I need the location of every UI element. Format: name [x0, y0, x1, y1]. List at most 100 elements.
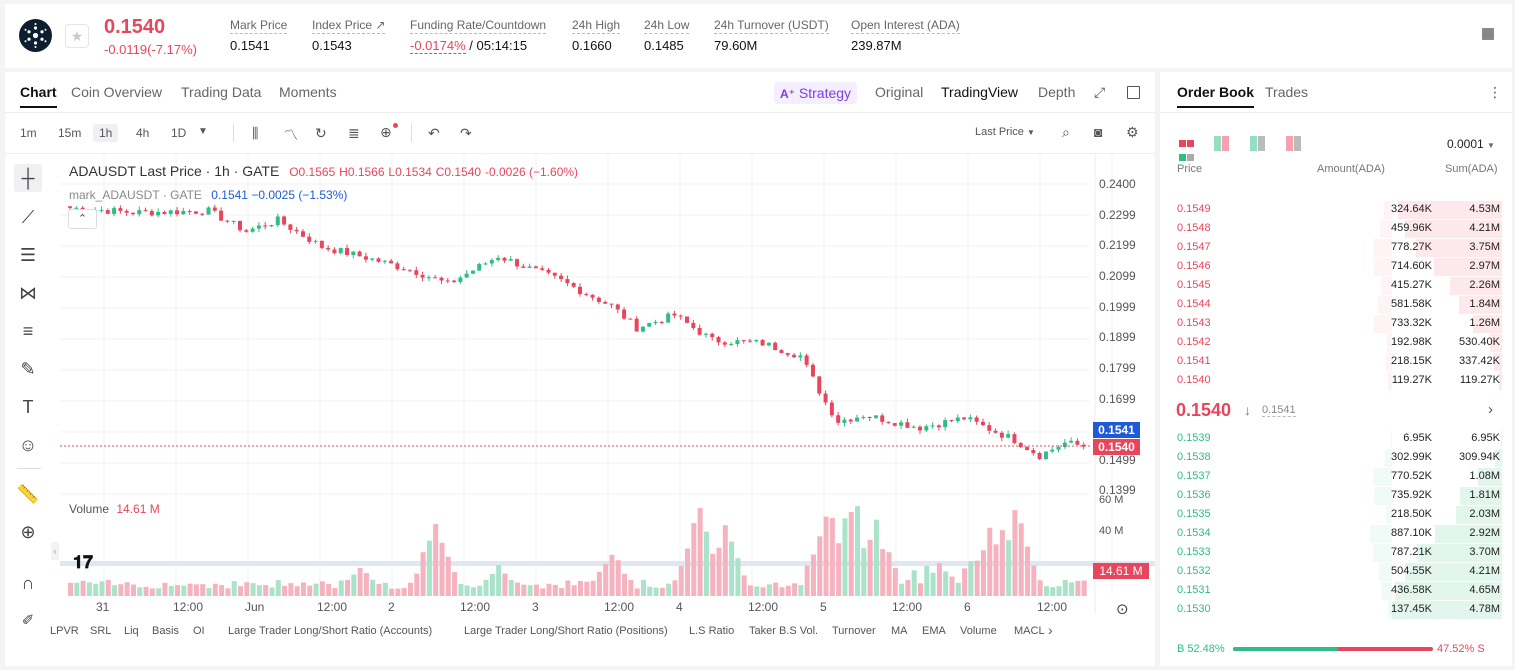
horizontal-lines-icon[interactable]: ☰: [19, 245, 37, 265]
stat-index-price[interactable]: Index Price ↗ 0.1543: [312, 18, 386, 53]
indicator-tab[interactable]: Taker B.S Vol.: [749, 625, 819, 637]
orderbook-row[interactable]: 0.1531 436.58K 4.65M: [1160, 581, 1512, 600]
tab-order-book[interactable]: Order Book: [1177, 84, 1255, 108]
orderbook-row[interactable]: 0.1541 218.15K 337.42K: [1160, 352, 1512, 371]
indicator-tab[interactable]: Turnover: [832, 625, 876, 637]
undo-icon[interactable]: ↶: [428, 125, 440, 141]
orderbook-row[interactable]: 0.1545 415.27K 2.26M: [1160, 276, 1512, 295]
emoji-icon[interactable]: ☺: [18, 435, 38, 455]
view-both-icon[interactable]: [1179, 136, 1194, 164]
favorite-star-icon[interactable]: ★: [65, 24, 89, 48]
more-menu-icon[interactable]: ⋮: [1488, 84, 1502, 100]
orderbook-row[interactable]: 0.1534 887.10K 2.92M: [1160, 524, 1512, 543]
indicator-tab[interactable]: EMA: [922, 625, 946, 637]
volume-bar: [899, 583, 905, 596]
magnet-icon[interactable]: ∩: [21, 573, 35, 593]
indicators-icon[interactable]: 〽: [284, 127, 298, 143]
indicator-tab[interactable]: LPVR: [50, 625, 79, 637]
candle-body: [181, 210, 186, 215]
orderbook-row[interactable]: 0.1535 218.50K 2.03M: [1160, 505, 1512, 524]
indicator-tab[interactable]: Large Trader Long/Short Ratio (Positions…: [464, 625, 668, 637]
camera-icon[interactable]: ◙: [1094, 124, 1103, 140]
trend-line-icon[interactable]: ⟋: [21, 207, 35, 227]
volume-bar: [1075, 580, 1081, 596]
orderbook-row[interactable]: 0.1536 735.92K 1.81M: [1160, 486, 1512, 505]
orderbook-row[interactable]: 0.1533 787.21K 3.70M: [1160, 543, 1512, 562]
settings-gear-icon[interactable]: ⚙: [1126, 124, 1139, 140]
orderbook-row[interactable]: 0.1544 581.58K 1.84M: [1160, 295, 1512, 314]
view-asks-icon[interactable]: [1286, 136, 1301, 154]
tab-trades[interactable]: Trades: [1265, 84, 1309, 100]
tab-original[interactable]: Original: [875, 84, 924, 100]
pattern-icon[interactable]: ⋈: [19, 283, 37, 303]
tab-moments[interactable]: Moments: [279, 84, 337, 100]
amount-bar: [1372, 544, 1392, 562]
price-chart[interactable]: [60, 154, 1155, 614]
scroll-right-icon[interactable]: ›: [1048, 622, 1053, 638]
price-type-select[interactable]: Last Price ▼: [975, 126, 1035, 138]
add-indicator-icon[interactable]: ⊕: [380, 123, 398, 141]
candle-body: [332, 249, 337, 254]
zoom-in-icon[interactable]: ⊕: [20, 522, 36, 542]
timeframe-15m[interactable]: 15m: [58, 126, 82, 140]
timeframe-1h[interactable]: 1h: [93, 124, 119, 142]
fib-icon[interactable]: ≡: [22, 321, 34, 341]
volume-bar: [691, 523, 697, 596]
candle-type-icon[interactable]: ⫼: [252, 125, 259, 141]
candle-body: [766, 342, 771, 346]
orderbook-row[interactable]: 0.1543 733.32K 1.26M: [1160, 314, 1512, 333]
view-bids-icon[interactable]: [1250, 136, 1265, 154]
orderbook-row[interactable]: 0.1548 459.96K 4.21M: [1160, 219, 1512, 238]
volume-bar: [93, 583, 99, 596]
chevron-right-icon[interactable]: ›: [1488, 401, 1493, 418]
timeframe-4h[interactable]: 4h: [136, 126, 150, 140]
tab-chart[interactable]: Chart: [20, 84, 57, 108]
tab-tradingview[interactable]: TradingView: [941, 84, 1019, 100]
orderbook-row[interactable]: 0.1547 778.27K 3.75M: [1160, 238, 1512, 257]
orderbook-row[interactable]: 0.1539 6.95K 6.95K: [1160, 429, 1512, 448]
text-tool-icon[interactable]: T: [22, 397, 34, 417]
indicator-tab[interactable]: OI: [193, 625, 205, 637]
window-icon[interactable]: [1127, 86, 1140, 99]
tab-trading-data[interactable]: Trading Data: [181, 84, 262, 100]
view-split-icon[interactable]: [1214, 136, 1229, 154]
collapse-legend-icon[interactable]: ⌃: [68, 209, 97, 229]
tab-depth[interactable]: Depth: [1038, 84, 1076, 100]
tab-coin-overview[interactable]: Coin Overview: [71, 84, 163, 100]
lock-edit-icon[interactable]: ✐: [21, 612, 35, 629]
indicator-tab[interactable]: MACL: [1014, 625, 1045, 637]
orderbook-row[interactable]: 0.1546 714.60K 2.97M: [1160, 257, 1512, 276]
orderbook-row[interactable]: 0.1549 324.64K 4.53M: [1160, 200, 1512, 219]
indicator-tab[interactable]: Basis: [152, 625, 179, 637]
indicator-tab[interactable]: L.S Ratio: [689, 625, 735, 637]
collapse-toolbar-icon[interactable]: ‹: [51, 542, 59, 560]
auto-scale-icon[interactable]: ⊙: [1116, 601, 1129, 618]
indicator-tab[interactable]: Volume: [960, 625, 997, 637]
row-amount: 137.45K: [1391, 603, 1432, 615]
strategy-button[interactable]: A⁺ Strategy: [774, 82, 858, 104]
orderbook-row[interactable]: 0.1538 302.99K 309.94K: [1160, 448, 1512, 467]
replay-icon[interactable]: ↻: [315, 125, 327, 141]
crosshair-icon[interactable]: ┼: [14, 164, 42, 192]
expand-icon[interactable]: ⤢: [1094, 84, 1106, 100]
orderbook-row[interactable]: 0.1532 504.55K 4.21M: [1160, 562, 1512, 581]
indicator-tab[interactable]: MA: [891, 625, 908, 637]
orderbook-row[interactable]: 0.1540 119.27K 119.27K: [1160, 371, 1512, 390]
timeframe-1m[interactable]: 1m: [20, 126, 37, 140]
orderbook-row[interactable]: 0.1530 137.45K 4.78M: [1160, 600, 1512, 619]
pane-separator[interactable]: [60, 561, 1155, 566]
precision-select[interactable]: 0.0001 ▼: [1447, 137, 1495, 151]
orderbook-row[interactable]: 0.1542 192.98K 530.40K: [1160, 333, 1512, 352]
timeframe-1d[interactable]: 1D: [171, 126, 187, 140]
indicator-tab[interactable]: Large Trader Long/Short Ratio (Accounts): [228, 625, 433, 637]
indicator-tab[interactable]: SRL: [90, 625, 112, 637]
redo-icon[interactable]: ↷: [460, 125, 472, 141]
ruler-icon[interactable]: 📏: [16, 484, 40, 504]
search-icon[interactable]: ⌕: [1062, 124, 1070, 140]
timeframe-dropdown-icon[interactable]: ▼: [198, 126, 208, 137]
brush-icon[interactable]: ✎: [20, 359, 36, 379]
book-icon[interactable]: [1482, 28, 1494, 40]
layout-icon[interactable]: ≣: [348, 125, 360, 141]
orderbook-row[interactable]: 0.1537 770.52K 1.08M: [1160, 467, 1512, 486]
indicator-tab[interactable]: Liq: [124, 625, 139, 637]
